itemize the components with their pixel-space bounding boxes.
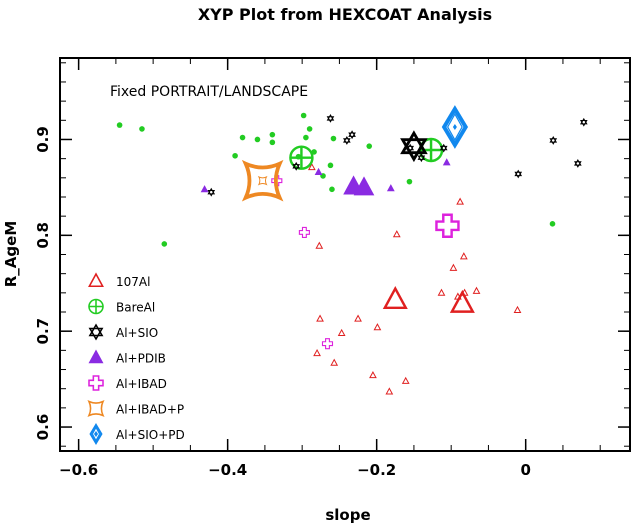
data-marks	[116, 105, 588, 395]
legend: 107Al BareAl Al+SIO Al+PDIB Al+IBAD Al+IBAD+P…	[87, 272, 185, 445]
point-al-sio	[439, 143, 448, 153]
point-107al	[472, 286, 481, 294]
y-tick-label: 0.7	[34, 318, 52, 345]
legend-label-bareal: BareAl	[116, 301, 155, 315]
plot-frame	[59, 57, 631, 452]
legend-entry-al-ibad-p: Al+IBAD+P	[87, 399, 184, 418]
x-tick-label: −0.4	[208, 461, 247, 479]
point-107al	[401, 376, 410, 384]
legend-marker-al-sio-pd	[89, 423, 103, 445]
chart-annotation: Fixed PORTRAIT/LANDSCAPE	[110, 84, 308, 100]
point-al-sio	[326, 113, 335, 123]
y-tick-label: 0.8	[34, 222, 52, 249]
y-tick-label: 0.9	[34, 126, 52, 153]
point-bareal	[303, 134, 309, 141]
legend-label-al-sio-pd: Al+SIO+PD	[116, 428, 185, 442]
emphasized-point-al-sio	[400, 130, 428, 163]
point-al-ibad	[298, 226, 310, 239]
legend-label-al-ibad-p: Al+IBAD+P	[116, 403, 184, 417]
legend-entry-al-ibad: Al+IBAD	[88, 375, 167, 391]
point-107al	[456, 197, 464, 205]
legend-entry-al-pdib: Al+PDIB	[88, 349, 166, 366]
legend-marker-107al	[88, 272, 104, 288]
legend-marker-al-ibad-p	[87, 399, 105, 418]
point-bareal	[306, 126, 313, 132]
point-107al	[316, 314, 324, 322]
point-107al	[330, 358, 339, 366]
point-al-ibad	[271, 175, 283, 187]
point-107al	[337, 328, 346, 336]
legend-label-107al: 107Al	[116, 275, 150, 289]
point-107al	[307, 163, 316, 171]
point-al-sio	[207, 187, 216, 197]
point-al-pdib	[386, 184, 395, 192]
point-al-sio	[417, 153, 426, 163]
point-107al	[373, 323, 382, 331]
y-tick-label: 0.6	[34, 414, 52, 441]
point-bareal	[254, 136, 261, 143]
emphasized-point-al-pdib	[353, 176, 375, 196]
point-al-ibad	[321, 338, 334, 350]
point-107al	[459, 252, 468, 260]
y-axis-label: R_AgeM	[2, 221, 20, 288]
point-bareal	[549, 221, 556, 227]
legend-entry-al-sio: Al+SIO	[88, 323, 158, 341]
point-bareal	[300, 112, 307, 119]
emphasized-point-al-ibad-p	[241, 159, 284, 202]
legend-marker-al-ibad	[88, 375, 104, 391]
point-107al	[437, 288, 446, 296]
point-107al	[392, 230, 401, 238]
legend-marker-al-pdib	[88, 349, 104, 364]
legend-marker-bareal	[88, 298, 104, 315]
legend-label-al-pdib: Al+PDIB	[116, 352, 166, 366]
point-bareal	[239, 134, 246, 141]
point-bareal	[269, 131, 276, 138]
point-al-sio	[549, 136, 558, 145]
point-al-sio	[343, 136, 351, 145]
point-bareal	[232, 152, 238, 159]
point-bareal	[327, 162, 334, 169]
point-bareal	[366, 143, 373, 149]
point-107al	[354, 314, 362, 322]
point-bareal	[329, 186, 335, 193]
x-tick-label: 0	[520, 461, 530, 479]
point-al-sio	[514, 169, 523, 179]
emphasized-point-al-sio-pd	[441, 105, 469, 149]
emphasized-point-al-ibad	[435, 213, 460, 238]
point-al-sio	[348, 130, 356, 140]
point-107al	[385, 387, 394, 395]
legend-entry-al-sio-pd: Al+SIO+PD	[89, 423, 185, 445]
point-bareal	[269, 139, 276, 146]
chart-title: XYP Plot from HEXCOAT Analysis	[198, 5, 492, 24]
point-al-pdib	[314, 167, 323, 175]
point-bareal	[139, 126, 145, 132]
axis-ticks: −0.6 −0.4 −0.2 0 0.6 0.7 0.8 0.9	[34, 58, 630, 479]
legend-entry-107al: 107Al	[88, 272, 150, 289]
point-107al	[449, 263, 458, 271]
point-al-sio	[579, 117, 588, 127]
point-al-pdib	[442, 158, 451, 166]
legend-label-al-sio: Al+SIO	[116, 326, 158, 340]
point-al-pdib	[200, 185, 209, 193]
point-107al	[513, 305, 522, 313]
legend-entry-bareal: BareAl	[88, 298, 155, 315]
legend-label-al-ibad: Al+IBAD	[116, 377, 167, 391]
point-bareal	[161, 241, 168, 247]
emphasized-point-bareal	[289, 145, 314, 170]
legend-marker-al-sio	[88, 323, 104, 341]
point-bareal	[330, 135, 337, 142]
emphasized-point-107al	[449, 289, 475, 313]
point-al-sio	[292, 161, 301, 171]
emphasized-point-107al	[382, 285, 408, 310]
point-107al	[313, 348, 321, 357]
point-bareal	[406, 178, 413, 185]
x-axis-label: slope	[325, 506, 370, 524]
x-tick-label: −0.6	[59, 461, 98, 479]
point-al-sio	[574, 159, 582, 168]
point-107al	[315, 241, 324, 249]
point-bareal	[116, 122, 123, 128]
x-tick-label: −0.2	[357, 461, 396, 479]
point-107al	[369, 371, 377, 379]
